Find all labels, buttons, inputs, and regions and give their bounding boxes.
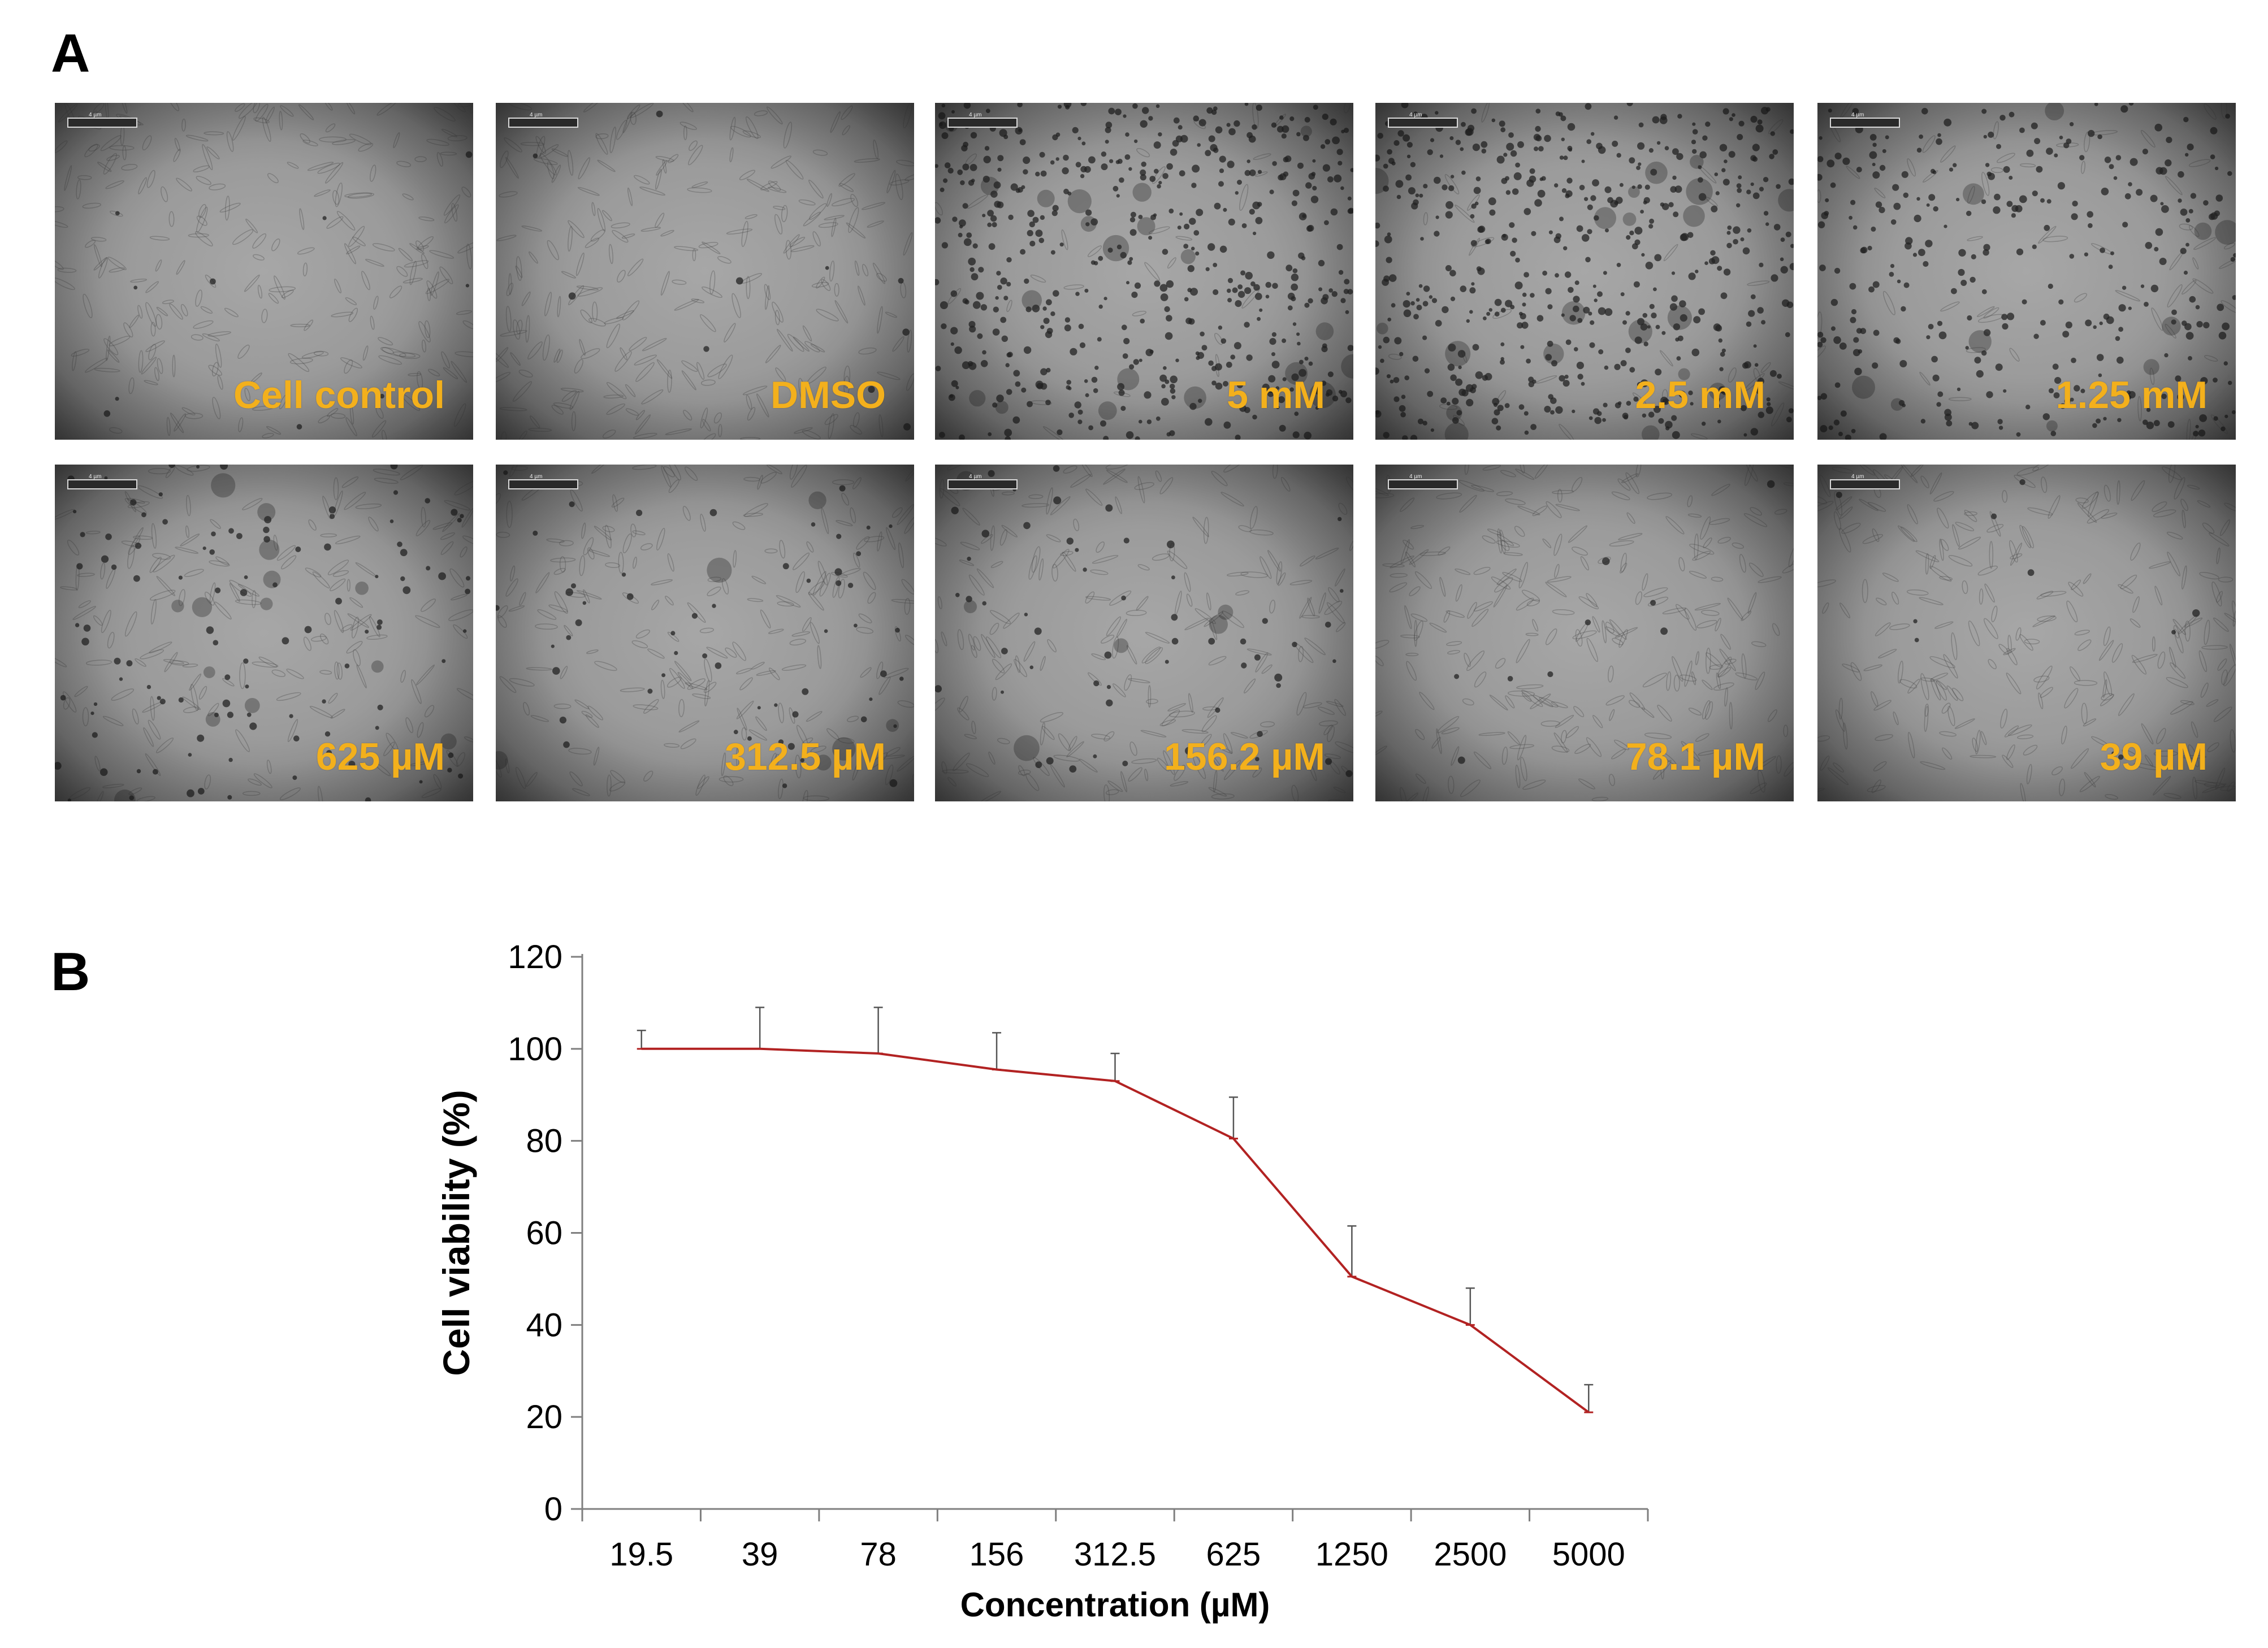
cell-texture xyxy=(1375,103,1794,440)
x-tick-label: 5000 xyxy=(1552,1536,1625,1573)
scale-bar-label: 4 µm xyxy=(89,112,102,118)
cell-texture xyxy=(1375,465,1794,801)
scale-bar-label: 4 µm xyxy=(969,112,982,118)
micrograph-2: 4 µm DMSO xyxy=(496,103,914,440)
scale-bar xyxy=(1830,118,1900,128)
concentration-label: 156.2 µM xyxy=(1164,735,1325,778)
micrograph-9: 4 µm 78.1 µM xyxy=(1375,465,1794,801)
vignette xyxy=(55,465,473,801)
micrograph-6: 4 µm 625 µM xyxy=(55,465,473,801)
y-tick-label: 80 xyxy=(526,1123,562,1160)
concentration-label: 39 µM xyxy=(2100,735,2208,778)
scale-bar-label: 4 µm xyxy=(1851,474,1864,480)
scale-bar-label: 4 µm xyxy=(1409,474,1422,480)
x-tick-label: 1250 xyxy=(1315,1536,1388,1573)
cell-texture xyxy=(935,103,1353,440)
vignette xyxy=(1375,103,1794,440)
panel-label-a: A xyxy=(51,23,90,84)
scale-bar xyxy=(508,118,578,128)
x-tick-label: 312.5 xyxy=(1074,1536,1156,1573)
cell-texture xyxy=(1817,465,2236,801)
concentration-label: 625 µM xyxy=(315,735,445,778)
scale-bar xyxy=(947,118,1018,128)
vignette xyxy=(1375,465,1794,801)
y-tick-label: 0 xyxy=(544,1491,562,1528)
x-tick-label: 2500 xyxy=(1434,1536,1507,1573)
x-axis-title: Concentration (µM) xyxy=(960,1586,1270,1624)
x-tick-label: 156 xyxy=(969,1536,1024,1573)
x-tick-label: 39 xyxy=(742,1536,778,1573)
scale-bar xyxy=(67,118,137,128)
micrograph-3: 4 µm 5 mM xyxy=(935,103,1353,440)
cell-texture xyxy=(496,465,914,801)
x-tick-label: 78 xyxy=(860,1536,897,1573)
scale-bar-label: 4 µm xyxy=(969,474,982,480)
vignette xyxy=(496,103,914,440)
micrograph-5: 4 µm 1.25 mM xyxy=(1817,103,2236,440)
micrograph-1: 4 µm Cell control xyxy=(55,103,473,440)
panel-label-b: B xyxy=(51,942,90,1002)
concentration-label: DMSO xyxy=(771,374,886,417)
x-tick-label: 19.5 xyxy=(609,1536,673,1573)
micrograph-8: 4 µm 156.2 µM xyxy=(935,465,1353,801)
y-tick-label: 120 xyxy=(508,939,562,975)
scale-bar xyxy=(508,479,578,489)
scale-bar xyxy=(1388,479,1458,489)
y-tick-label: 40 xyxy=(526,1307,562,1343)
micrograph-7: 4 µm 312.5 µM xyxy=(496,465,914,801)
scale-bar-label: 4 µm xyxy=(1409,112,1422,118)
concentration-label: 78.1 µM xyxy=(1625,735,1765,778)
scale-bar-label: 4 µm xyxy=(530,474,543,480)
scale-bar xyxy=(1388,118,1458,128)
vignette xyxy=(496,465,914,801)
scale-bar xyxy=(67,479,137,489)
cell-texture xyxy=(55,103,473,440)
scale-bar xyxy=(1830,479,1900,489)
micrograph-4: 4 µm 2.5 mM xyxy=(1375,103,1794,440)
y-axis-title: Cell viability (%) xyxy=(435,1090,477,1376)
y-tick-label: 20 xyxy=(526,1399,562,1436)
scale-bar xyxy=(947,479,1018,489)
cell-texture xyxy=(1817,103,2236,440)
concentration-label: 312.5 µM xyxy=(725,735,886,778)
cell-texture xyxy=(496,103,914,440)
series-line-1 xyxy=(641,1047,1590,1413)
y-tick-label: 100 xyxy=(508,1031,562,1068)
vignette xyxy=(935,103,1353,440)
vignette xyxy=(1817,465,2236,801)
vignette xyxy=(1817,103,2236,440)
vignette xyxy=(935,465,1353,801)
scale-bar-label: 4 µm xyxy=(1851,112,1864,118)
cell-texture xyxy=(55,465,473,801)
concentration-label: 2.5 mM xyxy=(1635,374,1765,417)
scale-bar-label: 4 µm xyxy=(89,474,102,480)
x-tick-label: 625 xyxy=(1206,1536,1261,1573)
scale-bar-label: 4 µm xyxy=(530,112,543,118)
concentration-label: Cell control xyxy=(233,374,445,417)
micrograph-10: 4 µm 39 µM xyxy=(1817,465,2236,801)
vignette xyxy=(55,103,473,440)
concentration-label: 5 mM xyxy=(1227,374,1325,417)
y-tick-label: 60 xyxy=(526,1215,562,1252)
concentration-label: 1.25 mM xyxy=(2055,374,2208,417)
